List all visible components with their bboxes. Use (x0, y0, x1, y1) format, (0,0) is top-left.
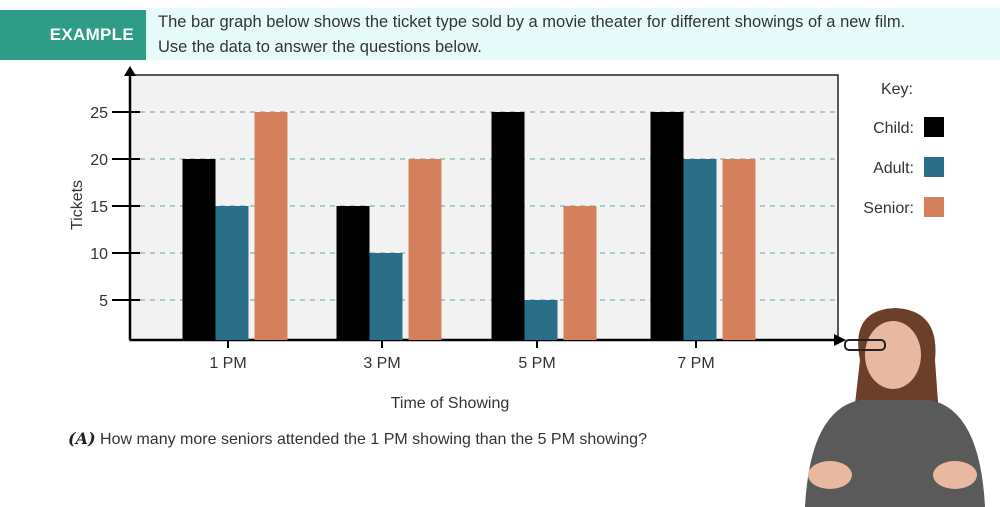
bar-senior (563, 206, 597, 340)
legend-swatch (924, 117, 944, 137)
y-tick-label: 15 (90, 199, 108, 216)
bar-senior (408, 159, 442, 340)
example-badge: EXAMPLE (0, 10, 146, 60)
intro-line-1: The bar graph below shows the ticket typ… (158, 13, 906, 31)
bar-senior (722, 159, 756, 340)
question-text: How many more seniors attended the 1 PM … (100, 431, 647, 448)
bar-adult (369, 253, 403, 340)
legend-title: Key: (881, 81, 913, 98)
x-tick-label: 1 PM (209, 355, 246, 372)
y-tick-label: 20 (90, 152, 108, 169)
bar-chart: 5 10 15 20 25 1 PM 3 PM 5 PM 7 PM Time of Showing… (69, 66, 944, 412)
presenter-video (805, 308, 985, 507)
y-tick-label: 25 (90, 105, 108, 122)
y-axis-label: Tickets (69, 180, 86, 230)
bar-child (182, 159, 216, 340)
x-tick-label: 7 PM (677, 355, 714, 372)
legend-label: Adult: (873, 160, 914, 177)
intro-line-2: Use the data to answer the questions bel… (158, 38, 482, 56)
y-tick-label: 10 (90, 246, 108, 263)
bar-child (491, 112, 525, 340)
bar-child (336, 206, 370, 340)
intro-text: The bar graph below shows the ticket typ… (146, 8, 1000, 60)
legend-label: Child: (873, 120, 914, 137)
x-axis-arrow (834, 334, 846, 346)
bar-senior (254, 112, 288, 340)
question-label: (A) (68, 429, 96, 448)
x-tick-label: 5 PM (518, 355, 555, 372)
x-tick-label: 3 PM (363, 355, 400, 372)
bar-adult (524, 300, 558, 340)
bar-adult (215, 206, 249, 340)
legend-swatch (924, 157, 944, 177)
y-axis-arrow (124, 66, 136, 76)
question: (A) How many more seniors attended the 1… (68, 429, 647, 449)
x-axis-label: Time of Showing (391, 395, 510, 412)
y-tick-label: 5 (99, 293, 108, 310)
legend-swatch (924, 197, 944, 217)
bar-child (650, 112, 684, 340)
bar-adult (683, 159, 717, 340)
legend-label: Senior: (863, 200, 914, 217)
